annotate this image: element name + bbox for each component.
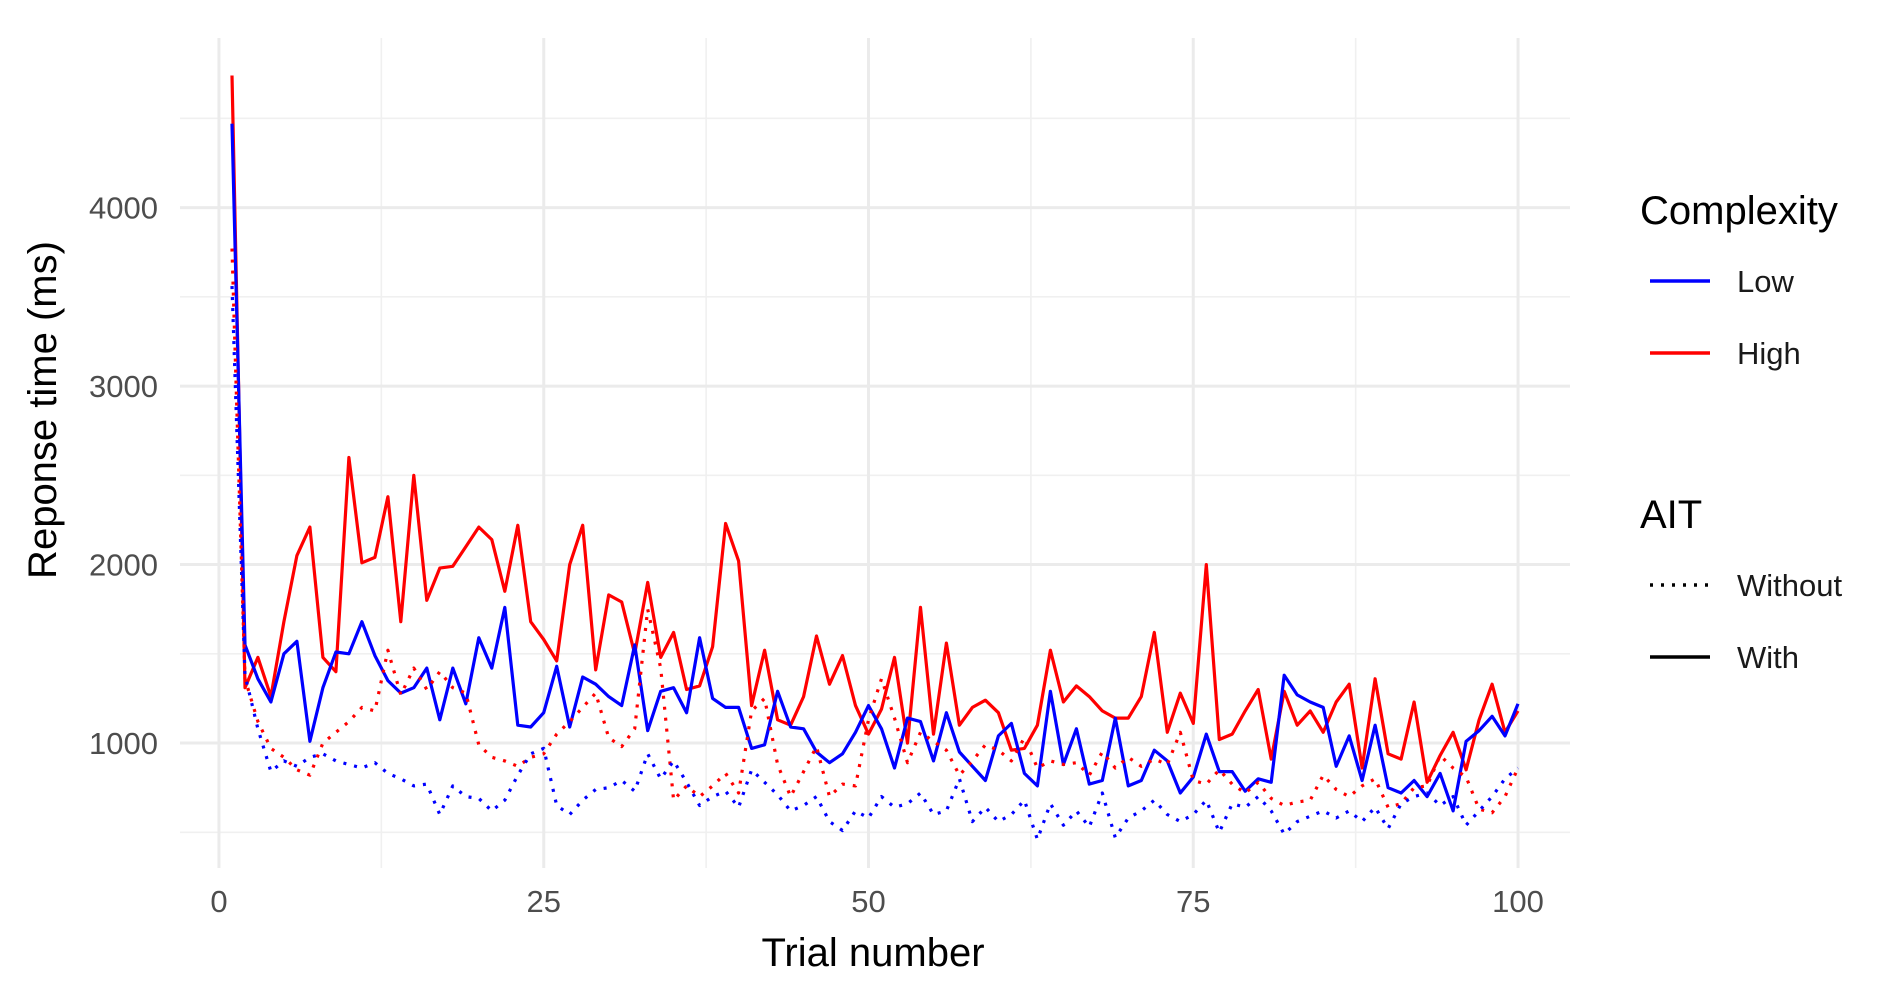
y-tick-label: 3000	[89, 369, 158, 404]
legend-label-high: High	[1737, 336, 1801, 371]
y-tick-label: 1000	[89, 726, 158, 761]
grid	[180, 38, 1570, 868]
legend-group-ait: AIT Without With	[1640, 493, 1842, 675]
y-tick-label: 4000	[89, 191, 158, 226]
x-tick-label: 50	[851, 884, 885, 919]
axis-ticks: 0 25 50 75 100 1000 2000 3000 4000	[89, 191, 1544, 919]
legend-title: AIT	[1640, 493, 1702, 537]
y-tick-label: 2000	[89, 548, 158, 583]
legend-label-low: Low	[1737, 264, 1794, 299]
series-line-high-with	[232, 76, 1518, 783]
series-line-low-with	[232, 124, 1518, 811]
legend-group-complexity: Complexity Low High	[1640, 189, 1838, 371]
legend-label-with: With	[1737, 640, 1799, 675]
y-axis-title: Reponse time (ms)	[21, 241, 65, 579]
x-tick-label: 75	[1176, 884, 1210, 919]
x-tick-label: 0	[210, 884, 227, 919]
series-lines	[232, 76, 1518, 840]
series-line-low-without	[232, 286, 1518, 839]
legend-title: Complexity	[1640, 189, 1838, 233]
x-axis-title: Trial number	[761, 931, 984, 975]
x-tick-label: 25	[526, 884, 560, 919]
legend: Complexity Low High AIT Without With	[1640, 189, 1842, 675]
x-tick-label: 100	[1492, 884, 1544, 919]
legend-label-without: Without	[1737, 568, 1842, 603]
